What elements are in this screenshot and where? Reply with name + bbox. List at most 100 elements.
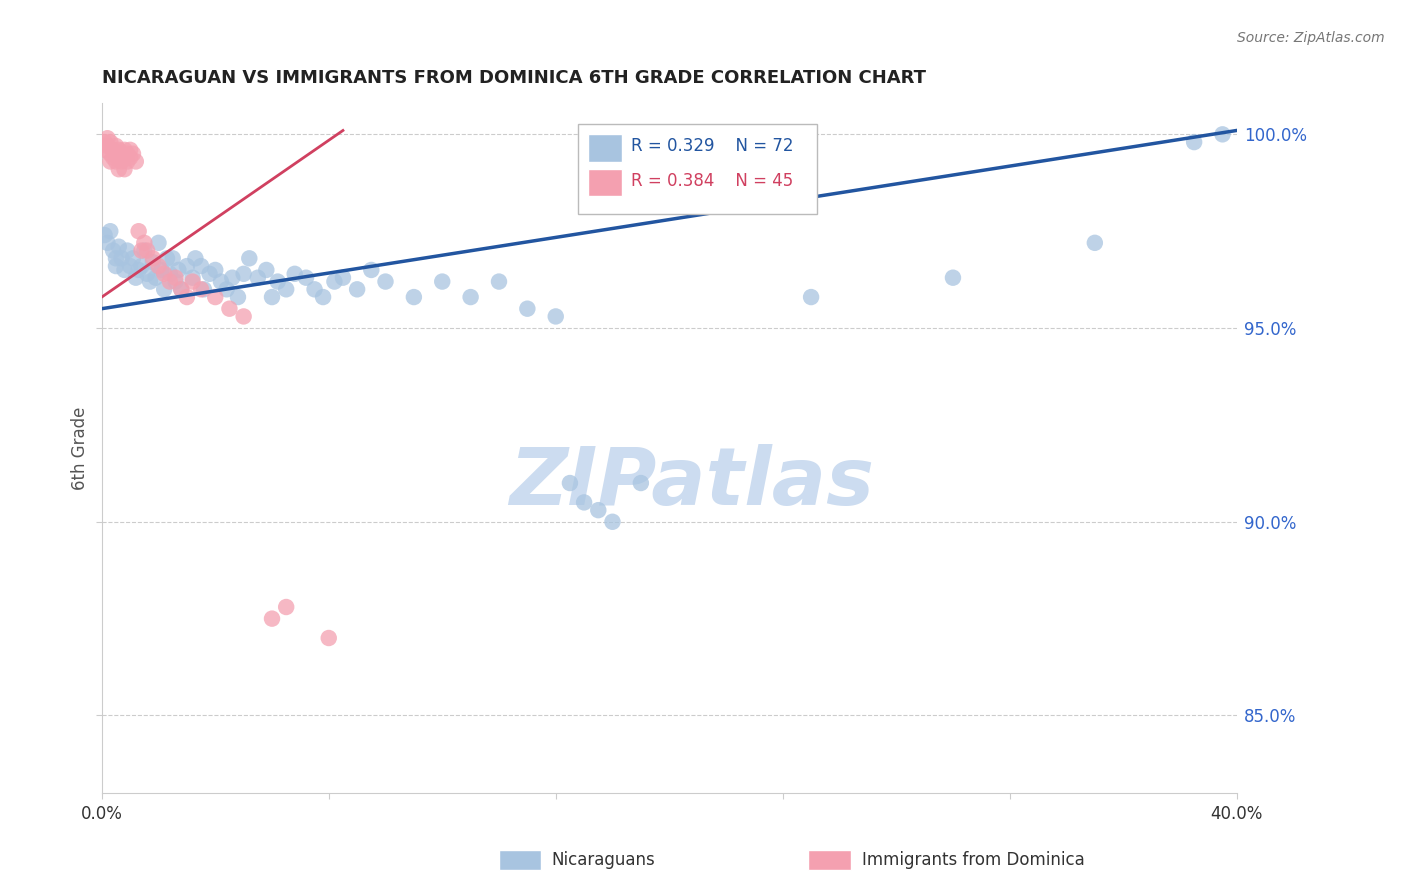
Point — [145, 270, 167, 285]
Point — [104, 154, 127, 169]
Point — [131, 259, 153, 273]
Point — [148, 235, 170, 250]
Point — [134, 235, 156, 250]
Point — [942, 270, 965, 285]
Point — [602, 515, 624, 529]
Point — [122, 146, 145, 161]
Point — [198, 267, 221, 281]
Point — [360, 263, 382, 277]
Point — [432, 275, 454, 289]
Point — [122, 252, 145, 266]
Point — [104, 252, 127, 266]
Point — [125, 154, 148, 169]
Point — [204, 290, 226, 304]
Point — [238, 252, 260, 266]
Point — [98, 224, 121, 238]
Point — [114, 143, 136, 157]
Point — [148, 259, 170, 273]
Point — [93, 143, 115, 157]
Point — [304, 282, 326, 296]
Point — [232, 310, 254, 324]
Point — [150, 263, 173, 277]
Point — [218, 301, 240, 316]
Point — [107, 143, 129, 157]
Point — [318, 631, 340, 645]
Point — [93, 135, 115, 149]
Point — [120, 259, 142, 273]
Point — [153, 267, 176, 281]
Point — [139, 275, 162, 289]
Point — [260, 290, 283, 304]
FancyBboxPatch shape — [578, 124, 817, 214]
Point — [323, 275, 346, 289]
Point — [190, 282, 212, 296]
Point — [125, 270, 148, 285]
Text: ZIPatlas: ZIPatlas — [509, 443, 875, 522]
Point — [107, 151, 129, 165]
Text: R = 0.384    N = 45: R = 0.384 N = 45 — [631, 171, 793, 190]
Point — [167, 263, 190, 277]
Point — [1211, 128, 1233, 142]
Point — [184, 252, 207, 266]
Point — [193, 282, 215, 296]
Point — [544, 310, 567, 324]
Text: NICARAGUAN VS IMMIGRANTS FROM DOMINICA 6TH GRADE CORRELATION CHART: NICARAGUAN VS IMMIGRANTS FROM DOMINICA 6… — [101, 69, 925, 87]
Point — [209, 275, 232, 289]
Point — [117, 146, 139, 161]
Point — [101, 244, 124, 258]
Point — [215, 282, 238, 296]
Point — [101, 151, 124, 165]
FancyBboxPatch shape — [588, 169, 621, 196]
Point — [165, 270, 187, 285]
Point — [374, 275, 396, 289]
Point — [176, 290, 198, 304]
Point — [131, 244, 153, 258]
Point — [104, 146, 127, 161]
Text: Nicaraguans: Nicaraguans — [551, 851, 655, 869]
Point — [128, 224, 150, 238]
Point — [254, 263, 277, 277]
Point — [181, 270, 204, 285]
Point — [98, 154, 121, 169]
Point — [156, 252, 179, 266]
Point — [276, 282, 298, 296]
Text: R = 0.329    N = 72: R = 0.329 N = 72 — [631, 137, 793, 155]
Point — [114, 162, 136, 177]
Point — [120, 151, 142, 165]
Point — [104, 259, 127, 273]
Point — [516, 301, 538, 316]
Point — [800, 290, 823, 304]
Point — [284, 267, 307, 281]
Point — [266, 275, 288, 289]
Point — [162, 252, 184, 266]
Point — [111, 252, 134, 266]
Point — [1182, 135, 1205, 149]
Point — [176, 259, 198, 273]
Point — [332, 270, 354, 285]
Point — [120, 143, 142, 157]
Point — [93, 228, 115, 243]
Point — [111, 146, 134, 161]
Point — [295, 270, 318, 285]
Point — [181, 275, 204, 289]
Point — [111, 154, 134, 169]
Point — [159, 267, 181, 281]
Point — [134, 244, 156, 258]
Text: Source: ZipAtlas.com: Source: ZipAtlas.com — [1237, 31, 1385, 45]
Point — [114, 151, 136, 165]
Point — [221, 270, 243, 285]
Point — [153, 282, 176, 296]
Point — [1084, 235, 1107, 250]
Point — [96, 235, 118, 250]
Point — [170, 282, 193, 296]
Text: Immigrants from Dominica: Immigrants from Dominica — [862, 851, 1084, 869]
Point — [558, 476, 581, 491]
Point — [346, 282, 368, 296]
Point — [128, 263, 150, 277]
Point — [96, 139, 118, 153]
Point — [226, 290, 249, 304]
Point — [136, 267, 159, 281]
Point — [170, 282, 193, 296]
Point — [190, 259, 212, 273]
Y-axis label: 6th Grade: 6th Grade — [72, 407, 89, 490]
